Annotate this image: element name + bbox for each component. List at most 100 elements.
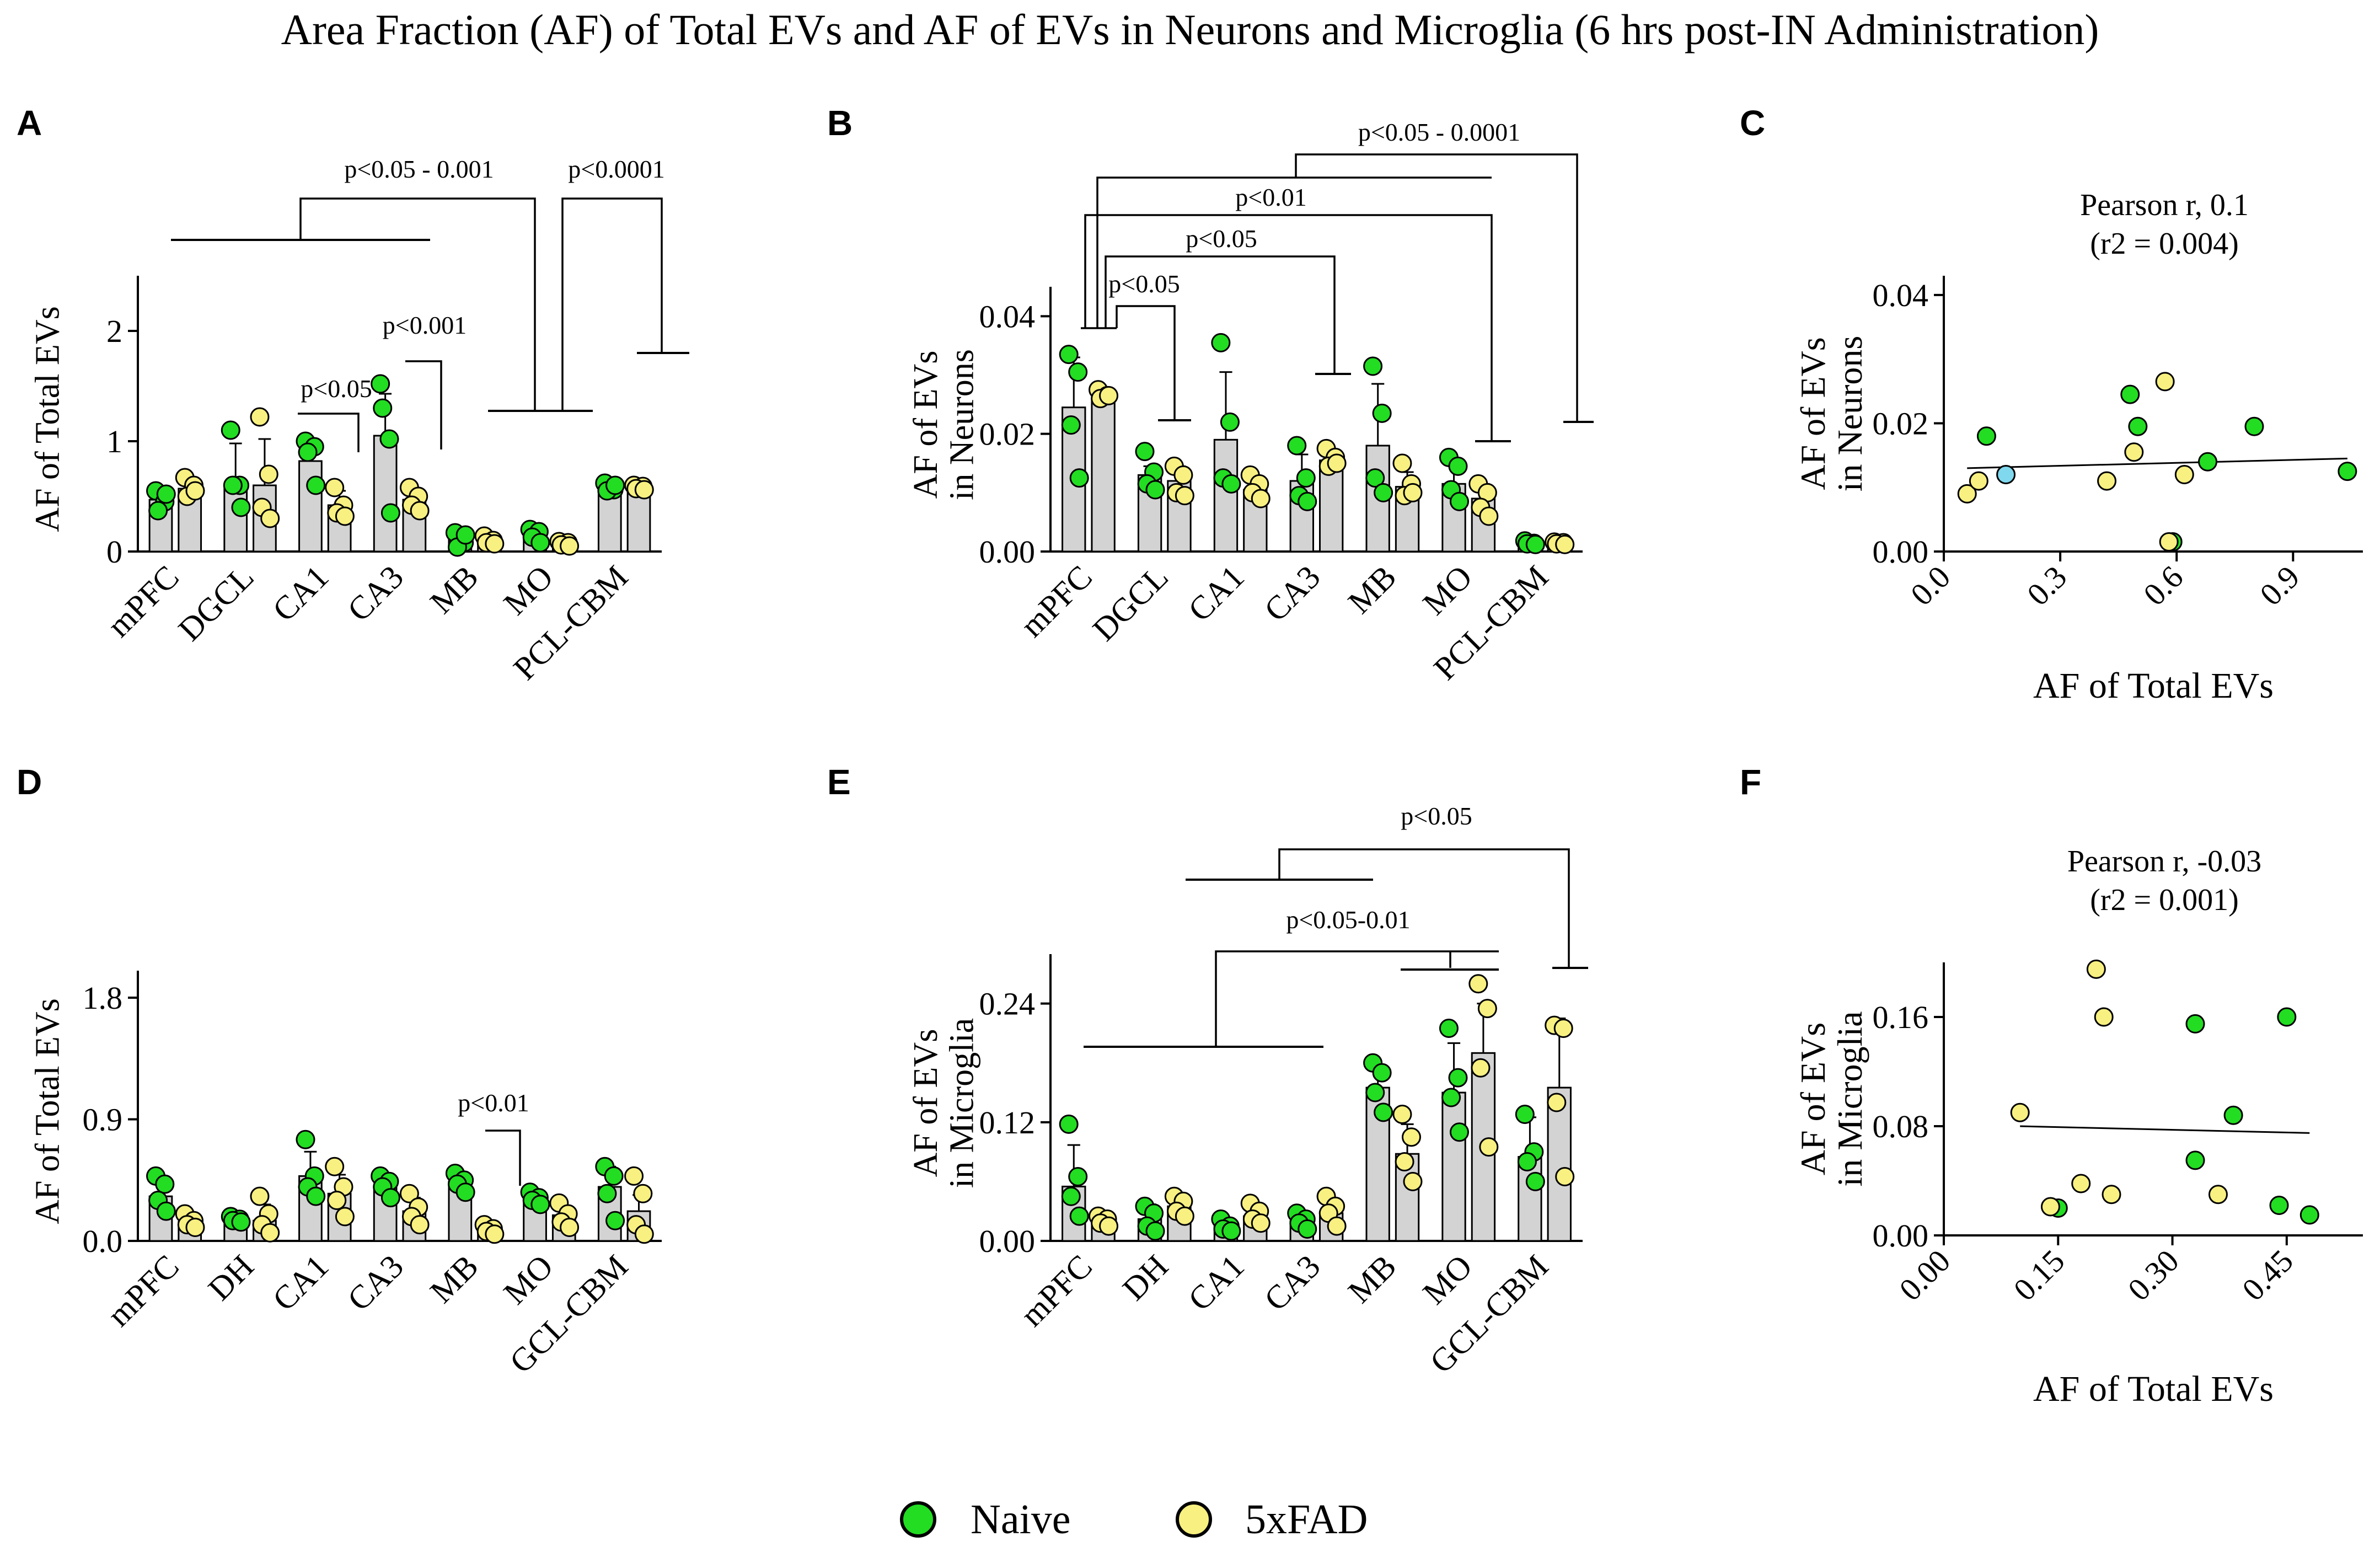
panel-letter-d: D [17, 762, 42, 802]
data-point-5xfad [634, 480, 654, 500]
data-point-5xfad [259, 464, 278, 484]
scatter-point-naive [2120, 384, 2140, 404]
significance-bracket [298, 413, 360, 452]
data-point-naive [1061, 415, 1081, 435]
significance-label: p<0.05 [1186, 224, 1257, 253]
data-point-naive [1449, 491, 1469, 511]
data-point-naive [231, 1212, 251, 1232]
y-tick-label: 0.00 [979, 1223, 1036, 1259]
data-point-naive [148, 501, 168, 521]
significance-bracket [1295, 153, 1578, 422]
data-point-naive [379, 429, 399, 449]
significance-bracket [1084, 214, 1493, 441]
data-point-5xfad [1553, 1018, 1573, 1038]
data-point-naive [1525, 1171, 1545, 1191]
data-point-5xfad [260, 508, 280, 528]
scatter-point-5xfad [2208, 1185, 2228, 1205]
data-point-naive [1365, 468, 1385, 488]
bar-naive [1441, 1091, 1466, 1242]
data-point-5xfad [1555, 534, 1575, 554]
data-point-5xfad [560, 536, 580, 556]
y-axis-label-line: in Neurons [943, 349, 980, 500]
significance-label: p<0.01 [458, 1089, 529, 1117]
scatter-point-5xfad [2086, 959, 2106, 979]
scatter-point-5xfad [2094, 1007, 2114, 1027]
data-point-5xfad [327, 1191, 347, 1210]
data-point-naive [156, 484, 176, 504]
significance-label: p<0.05 [1401, 802, 1472, 830]
y-tick-label: 0.00 [1873, 1218, 1929, 1254]
legend: Naive 5xFAD [900, 1496, 1368, 1543]
scatter-point-5xfad [2040, 1197, 2060, 1217]
data-point-naive [1374, 1102, 1393, 1122]
data-point-naive [156, 1201, 176, 1221]
chart-title: (r2 = 0.001) [2090, 883, 2239, 917]
scatter-point-naive [2185, 1014, 2205, 1034]
data-point-naive [1441, 1088, 1461, 1107]
data-point-naive [223, 475, 243, 495]
regression-line [1967, 457, 2347, 469]
data-point-naive [1145, 480, 1165, 500]
data-point-5xfad [485, 534, 505, 554]
data-point-5xfad [1175, 1206, 1194, 1226]
y-tick-label: 2 [106, 313, 122, 349]
scatter-point-5xfad [2071, 1174, 2091, 1193]
data-point-naive [1211, 333, 1231, 352]
scatter-point-naive [2299, 1205, 2319, 1225]
scatter-point-5xfad [2159, 532, 2179, 552]
scatter-point-5xfad [2155, 372, 2175, 392]
chart-title: Pearson r, -0.03 [2067, 844, 2261, 879]
data-point-5xfad [1173, 465, 1193, 485]
data-point-5xfad [1403, 1171, 1423, 1191]
scatter-point-naive [2198, 452, 2218, 472]
data-point-naive [1448, 1068, 1468, 1088]
y-axis-label-line: AF of Total EVs [29, 998, 67, 1224]
y-tick-label: 1.8 [83, 980, 123, 1016]
scatter-point-5xfad [1957, 484, 1977, 504]
data-point-naive [296, 1130, 315, 1149]
data-point-naive [1298, 1219, 1317, 1239]
bar-naive [223, 484, 248, 553]
data-point-5xfad [1327, 1216, 1347, 1236]
y-axis-label: AF of Total EVs [29, 306, 67, 532]
regression-line [2020, 1125, 2310, 1134]
legend-5xfad-marker [1176, 1501, 1212, 1538]
data-point-naive [1296, 468, 1316, 488]
scatter-point-5xfad [2124, 442, 2144, 462]
data-point-naive [1363, 356, 1383, 376]
data-point-5xfad [1392, 453, 1412, 473]
data-point-naive [1449, 1122, 1469, 1142]
y-axis-label-line: AF of EVs [907, 1029, 945, 1177]
data-point-5xfad [399, 1184, 419, 1203]
data-point-5xfad [1479, 506, 1499, 526]
legend-5xfad-label: 5xFAD [1245, 1496, 1368, 1543]
data-point-naive [1145, 1221, 1165, 1241]
chart-title: Pearson r, 0.1 [2080, 188, 2249, 222]
data-point-naive [1287, 436, 1307, 456]
data-point-naive [1517, 1152, 1537, 1172]
significance-bracket [485, 1130, 521, 1186]
data-point-naive [1515, 1104, 1535, 1124]
data-point-naive [1068, 1166, 1088, 1186]
data-point-5xfad [1547, 1093, 1567, 1112]
data-point-naive [1135, 442, 1155, 462]
x-axis-label: AF of Total EVs [2033, 666, 2274, 706]
data-point-naive [231, 497, 251, 517]
data-point-5xfad [410, 1215, 430, 1235]
bar-5xfad [1091, 398, 1116, 553]
y-tick-label: 0 [106, 534, 122, 570]
data-point-naive [605, 1211, 625, 1230]
data-point-naive [604, 1166, 624, 1186]
data-point-5xfad [1555, 1166, 1575, 1186]
scatter-point-5xfad [2102, 1185, 2121, 1205]
data-point-5xfad [1327, 453, 1347, 473]
scatter-point-5xfad [2097, 471, 2117, 491]
significance-label: p<0.05 [301, 374, 372, 403]
panel-letter-c: C [1740, 103, 1765, 143]
data-point-naive [1059, 345, 1079, 365]
